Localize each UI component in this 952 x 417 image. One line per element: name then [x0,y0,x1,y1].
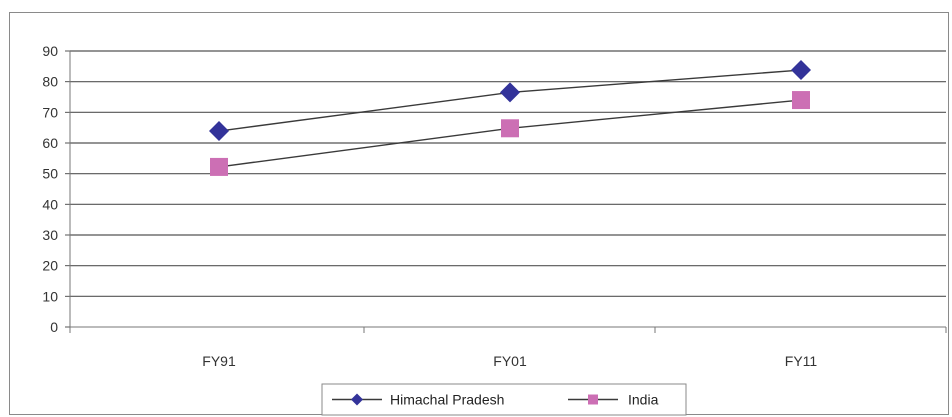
y-tick-label: 90 [42,43,58,59]
y-tick-label: 80 [42,74,58,90]
series-1 [209,60,811,142]
y-tick-label: 30 [42,227,58,243]
y-tick-label: 70 [42,104,58,120]
gridlines [70,50,946,297]
legend-marker [588,394,598,405]
legend-box [321,383,687,416]
data-point [792,91,810,110]
legend-label: Himachal Pradesh [390,392,504,408]
data-point [501,119,519,138]
legend-marker [351,393,363,406]
data-point [791,60,811,81]
axes: 0 10 20 30 40 50 60 70 80 90 FY91 FY01 FY11 [42,43,947,369]
x-tick-label: FY91 [202,353,236,369]
data-point [210,157,228,176]
y-tick-label: 40 [42,196,58,212]
y-tick-label: 0 [50,319,58,335]
x-tick-label: FY11 [785,353,818,369]
y-tick-label: 20 [42,258,58,274]
x-tick-label: FY01 [493,353,527,369]
series [209,60,811,176]
legend-label: India [628,392,659,408]
y-tick-label: 10 [42,288,58,304]
y-tick-label: 60 [42,135,58,151]
legend: Himachal Pradesh India [321,383,687,416]
chart-frame [9,12,949,415]
series-2 [210,91,810,176]
y-tick-label: 50 [42,166,58,182]
data-point [500,82,520,103]
data-point [209,121,229,142]
